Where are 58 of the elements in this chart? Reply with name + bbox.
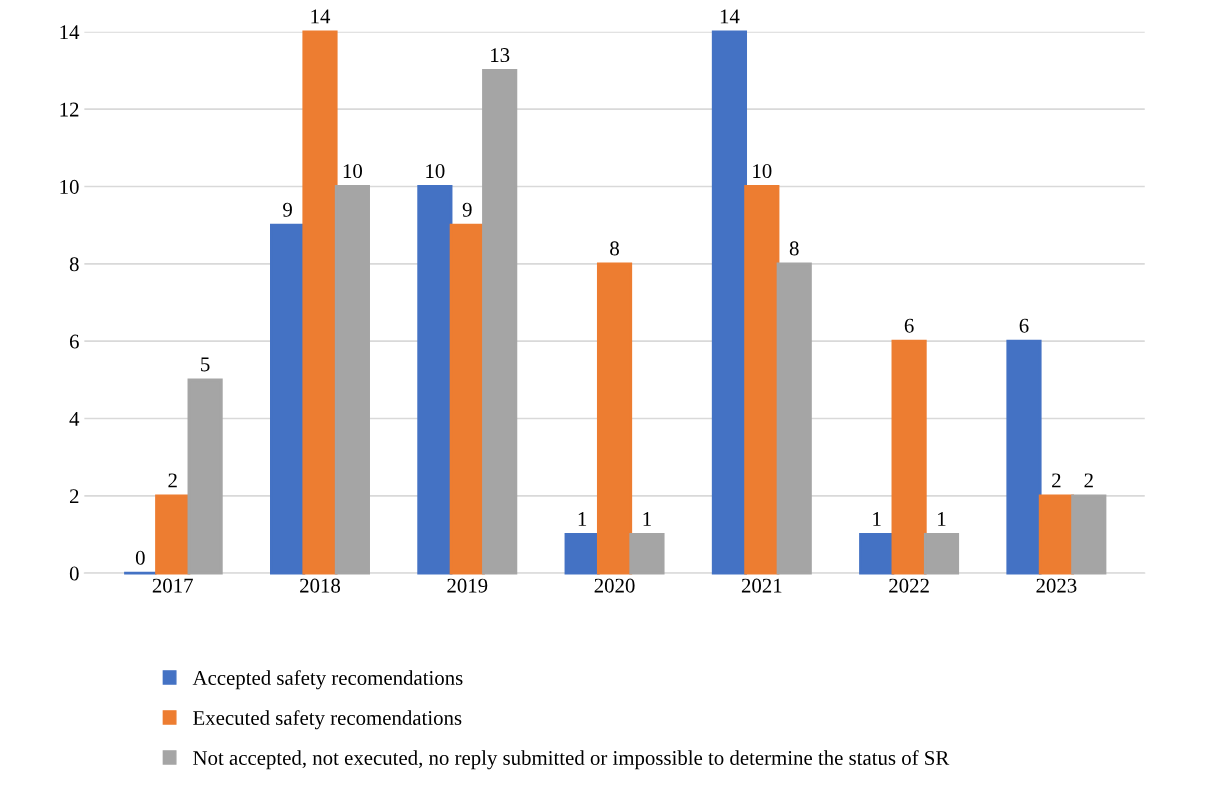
bar [449,223,485,575]
y-tick-label: 0 [69,566,79,581]
legend-label: Not accepted, not executed, no reply submitted or impossible to determine the status of SR [193,750,950,770]
y-tick-label: 14 [60,25,80,40]
y-tick-label: 12 [60,102,79,117]
data-label: 1 [578,512,587,526]
data-label: 10 [753,164,772,179]
data-label: 13 [491,48,510,63]
data-label: 2 [1084,473,1093,488]
bar [776,262,812,575]
data-label: 2 [168,473,177,488]
y-tick-label: 6 [69,334,79,349]
bar [1071,494,1107,575]
data-label: 1 [643,512,651,526]
data-label: 0 [135,550,145,565]
bar [482,69,518,575]
y-tick-label: 8 [69,257,79,272]
data-label: 5 [201,357,210,372]
x-tick-label: 2023 [1036,578,1077,593]
data-label: 2 [1052,473,1061,488]
bar [596,262,633,575]
bar [744,185,780,575]
data-label: 14 [720,9,740,24]
bar [891,339,927,575]
data-label: 1 [938,512,946,526]
legend-label: Executed safety recomendations [193,710,462,730]
data-label: 1 [873,512,881,526]
x-tick-label: 2020 [594,578,635,593]
bar [187,378,223,575]
x-tick-label: 2017 [152,578,193,593]
data-label: 6 [904,318,914,333]
bar [1006,339,1042,575]
data-label: 6 [1019,318,1029,333]
data-label: 9 [462,202,472,217]
x-tick-label: 2019 [447,578,488,593]
bar [711,30,748,575]
data-label: 10 [426,164,445,179]
data-label: 8 [789,241,799,256]
bar [564,533,600,575]
bar [1038,494,1074,575]
legend-label: Accepted safety recomendations [192,670,463,690]
bar [629,533,665,575]
bar [334,185,370,575]
bar [155,494,191,575]
data-label: 14 [311,9,331,24]
y-tick-label: 4 [69,411,80,426]
x-tick-label: 2021 [741,578,782,593]
data-label: 10 [343,164,363,179]
x-tick-label: 2018 [300,578,341,593]
x-tick-label: 2022 [889,578,929,593]
y-tick-label: 10 [60,179,79,194]
y-tick-label: 2 [69,489,79,504]
data-label: 9 [283,202,292,217]
data-label: 8 [610,241,619,256]
bar [302,30,338,575]
bar [859,533,895,575]
bar [923,533,960,575]
bar [417,185,453,575]
